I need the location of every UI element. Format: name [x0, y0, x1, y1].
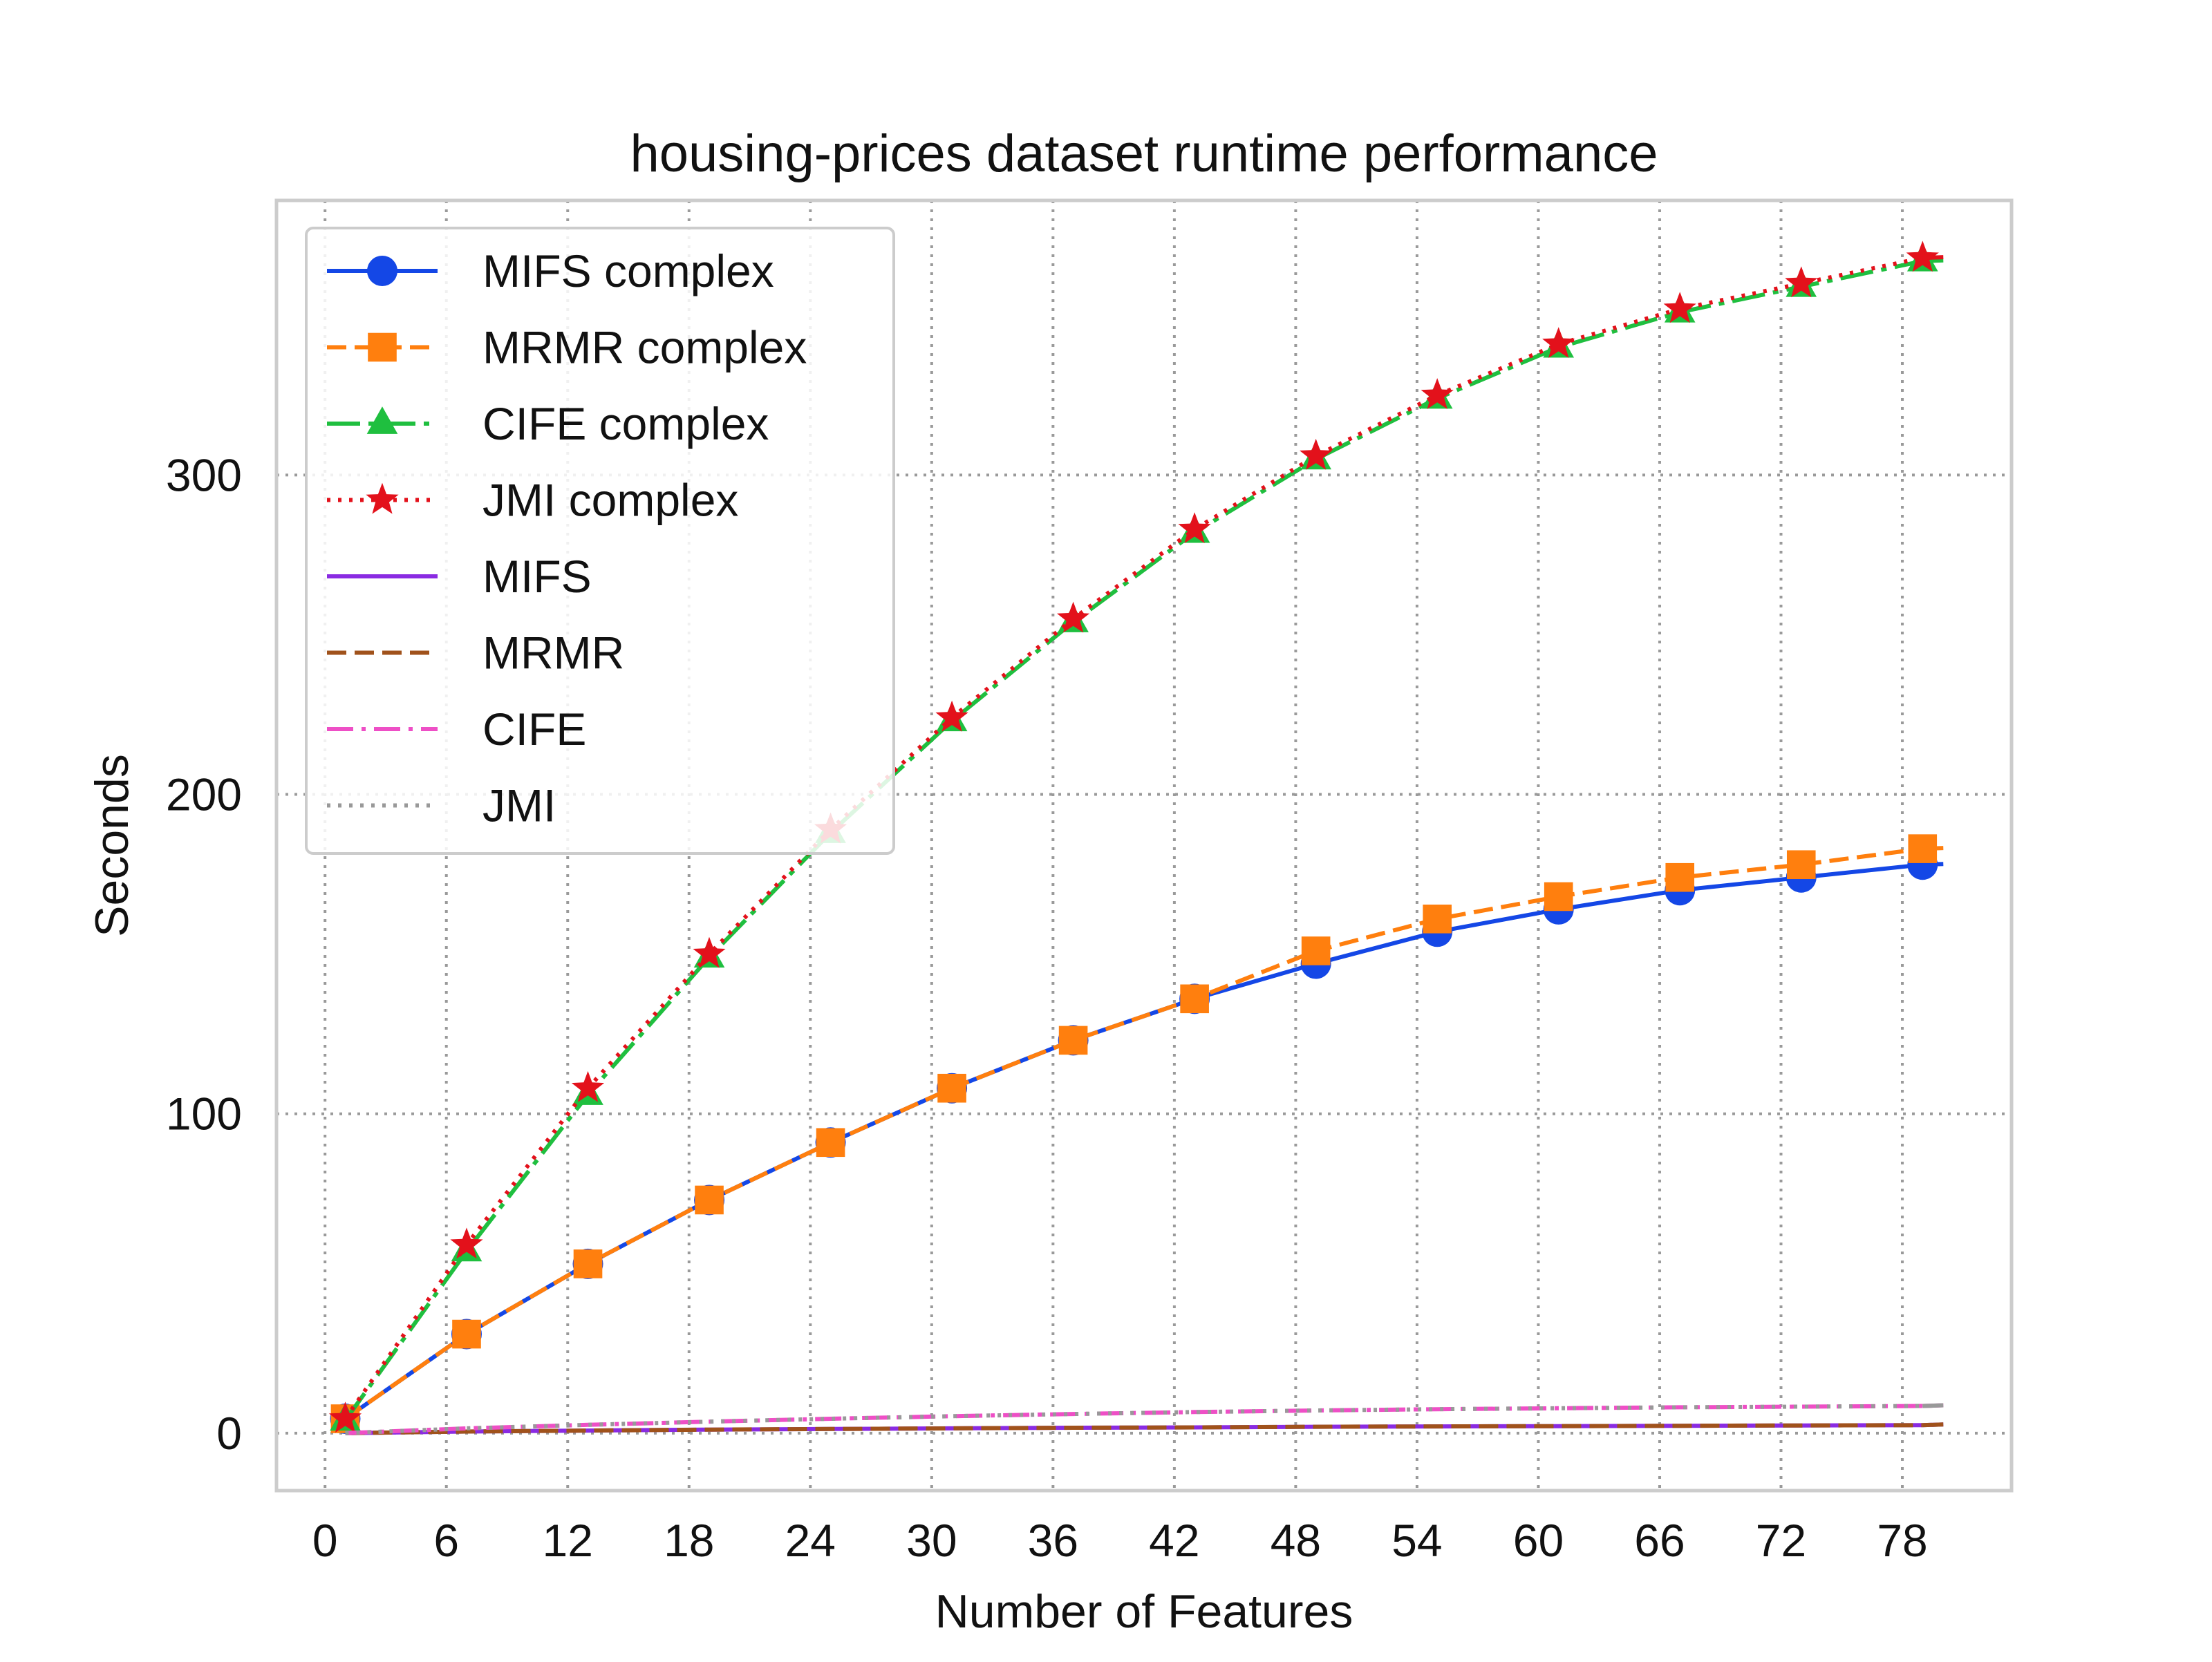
- data-point: [1058, 1026, 1088, 1055]
- legend: MIFS complex MRMR complex CIFE complex JMI …: [305, 227, 895, 855]
- x-tick-label: 30: [906, 1515, 957, 1566]
- x-tick-label: 24: [785, 1515, 836, 1566]
- y-tick-label: 0: [216, 1408, 242, 1459]
- legend-label: CIFE complex: [482, 398, 769, 449]
- series-mrmr-complex: [330, 834, 1944, 1433]
- x-axis-label: Number of Features: [935, 1585, 1353, 1638]
- x-tick-label: 48: [1271, 1515, 1321, 1566]
- data-point: [328, 1401, 362, 1433]
- series-mrmr: [345, 1422, 1944, 1435]
- legend-label: MIFS complex: [482, 245, 774, 296]
- data-point: [1423, 904, 1452, 934]
- x-tick-label: 12: [543, 1515, 593, 1566]
- chart-title: housing-prices dataset runtime performan…: [630, 124, 1658, 183]
- data-point: [1300, 438, 1333, 470]
- series-line-end: [1922, 255, 1944, 261]
- legend-label: CIFE: [482, 703, 586, 755]
- legend-item: JMI complex: [327, 475, 738, 526]
- data-point: [571, 1070, 605, 1102]
- y-tick-label: 100: [166, 1088, 242, 1140]
- data-point: [816, 1128, 845, 1158]
- data-point: [573, 1249, 603, 1278]
- series-line-end: [1922, 862, 1944, 867]
- data-point: [1542, 327, 1575, 358]
- x-tick-label: 36: [1028, 1515, 1078, 1566]
- series-line: [345, 1423, 1923, 1435]
- x-tick-label: 60: [1513, 1515, 1564, 1566]
- series-line: [345, 1404, 1923, 1435]
- legend-marker: [368, 332, 397, 362]
- data-point: [1421, 378, 1454, 409]
- legend-marker: [367, 256, 397, 286]
- data-point: [452, 1319, 481, 1349]
- data-point: [1785, 266, 1818, 298]
- plot-frame: [274, 198, 2014, 1493]
- legend-item: CIFE: [327, 703, 586, 755]
- y-axis-label: Seconds: [86, 754, 138, 937]
- data-point: [1180, 984, 1209, 1014]
- series-jmi: [345, 1403, 1944, 1435]
- legend-label: MIFS: [482, 551, 592, 602]
- legend-marker: [366, 406, 398, 434]
- legend-label: JMI: [482, 780, 556, 831]
- legend-label: JMI complex: [482, 475, 738, 526]
- series-line: [344, 256, 1923, 1420]
- x-tick-label: 54: [1391, 1515, 1442, 1566]
- data-point: [450, 1227, 483, 1259]
- legend-item: JMI: [327, 780, 556, 831]
- data-point: [1663, 292, 1696, 323]
- series-layer: [328, 240, 1944, 1435]
- data-point: [1178, 512, 1211, 544]
- legend-label: MRMR: [482, 627, 624, 679]
- x-tick-label: 0: [312, 1515, 338, 1566]
- axes: 0 6 12 18 24 30 36 42 48 54 60 66 72 78 0 100 200 300: [166, 449, 1928, 1566]
- data-point: [1057, 601, 1090, 633]
- series-jmi-complex: [328, 240, 1944, 1433]
- y-tick-label: 200: [166, 769, 242, 820]
- data-point: [693, 936, 726, 968]
- x-tick-label: 18: [664, 1515, 714, 1566]
- data-point: [935, 700, 968, 732]
- legend-marker: [366, 482, 399, 514]
- legend-item: MRMR complex: [327, 322, 807, 373]
- legend-box: [305, 227, 895, 855]
- series-line-end: [1922, 1422, 1944, 1428]
- x-tick-label: 66: [1634, 1515, 1685, 1566]
- x-tick-label: 72: [1756, 1515, 1806, 1566]
- x-tick-label: 78: [1877, 1515, 1927, 1566]
- data-point: [1301, 936, 1331, 965]
- series-line-end: [1922, 846, 1944, 851]
- data-point: [1665, 862, 1695, 892]
- legend-item: CIFE complex: [327, 398, 769, 449]
- legend-label: MRMR complex: [482, 322, 807, 373]
- legend-item: MRMR: [327, 627, 624, 679]
- x-tick-label: 42: [1149, 1515, 1199, 1566]
- series-line: [344, 847, 1923, 1421]
- x-tick-label: 6: [433, 1515, 459, 1566]
- data-point: [695, 1185, 724, 1215]
- legend-item: MIFS complex: [327, 245, 774, 296]
- legend-item: MIFS: [327, 551, 592, 602]
- data-point: [1786, 850, 1816, 880]
- y-tick-label: 300: [166, 449, 242, 500]
- data-point: [937, 1073, 966, 1103]
- data-point: [1544, 882, 1573, 912]
